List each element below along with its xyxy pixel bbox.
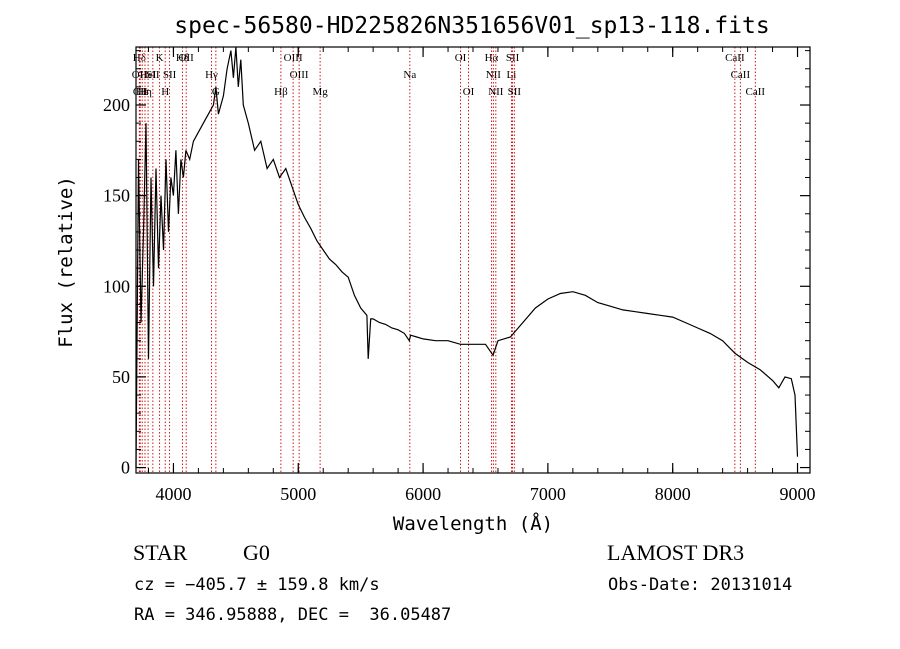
coordinates: RA = 346.95888, DEC = 36.05487 [134, 605, 451, 625]
object-subclass: G0 [243, 540, 270, 565]
y-tick-label: 200 [103, 95, 130, 115]
y-tick-label: 50 [112, 367, 130, 387]
line-marker-label: Hε [136, 86, 149, 98]
line-marker-label: OIII [290, 69, 309, 81]
chart-title: spec-56580-HD225826N351656V01_sp13-118.f… [174, 13, 769, 39]
line-marker-label: Hγ [205, 69, 218, 81]
line-marker-label: OI [455, 52, 467, 64]
line-marker-label: OIII [284, 52, 303, 64]
line-marker-label: Li [507, 69, 517, 81]
line-marker-label: SII [146, 69, 160, 81]
line-marker-label: CII [133, 86, 148, 98]
x-axis-label: Wavelength (Å) [393, 512, 553, 535]
x-tick-label: 6000 [405, 484, 441, 504]
line-marker-label: OII [179, 52, 195, 64]
y-tick-label: 100 [103, 276, 130, 296]
spectrum-line [135, 46, 799, 468]
line-marker-label: Hη [138, 86, 152, 98]
y-tick-label: 150 [103, 186, 130, 206]
line-marker-label: CaII [731, 69, 751, 81]
line-marker-label: Mg [312, 86, 328, 98]
x-tick-label: 7000 [530, 484, 566, 504]
y-tick-label: 0 [121, 458, 130, 478]
survey-label: LAMOST DR3 [607, 540, 744, 565]
observation-date: Obs-Date: 20131014 [608, 575, 792, 595]
line-marker-label: SII [508, 86, 522, 98]
redshift-velocity: cz = −405.7 ± 159.8 km/s [134, 575, 380, 595]
line-marker-label: Na [403, 69, 416, 81]
spectral-line-markers: HδOIICIIHεHηHeISIIKHSIIHδOIIHγGHβOIIIOII… [132, 47, 766, 473]
x-tick-label: 8000 [655, 484, 691, 504]
y-axis-label: Flux (relative) [55, 176, 77, 348]
x-tick-label: 9000 [780, 484, 816, 504]
line-marker-label: CaII [725, 52, 745, 64]
y-axis: 0 50 100 150 200 [103, 50, 810, 478]
line-marker-label: CaII [746, 86, 766, 98]
x-tick-label: 5000 [280, 484, 316, 504]
line-marker-label: H [161, 86, 169, 98]
x-axis: 4000 5000 6000 7000 8000 9000 [147, 47, 816, 504]
line-marker-label: SII [506, 52, 520, 64]
line-marker-label: NII [488, 86, 504, 98]
line-marker-label: SII [163, 69, 177, 81]
line-marker-label: Hβ [274, 86, 288, 98]
line-marker-label: Hα [485, 52, 499, 64]
line-marker-label: NII [486, 69, 502, 81]
line-marker-label: Hδ [176, 52, 189, 64]
x-tick-label: 4000 [155, 484, 191, 504]
line-marker-label: K [156, 52, 164, 64]
plot-frame [135, 46, 811, 474]
line-marker-label: OI [463, 86, 475, 98]
object-class: STAR [133, 540, 188, 565]
